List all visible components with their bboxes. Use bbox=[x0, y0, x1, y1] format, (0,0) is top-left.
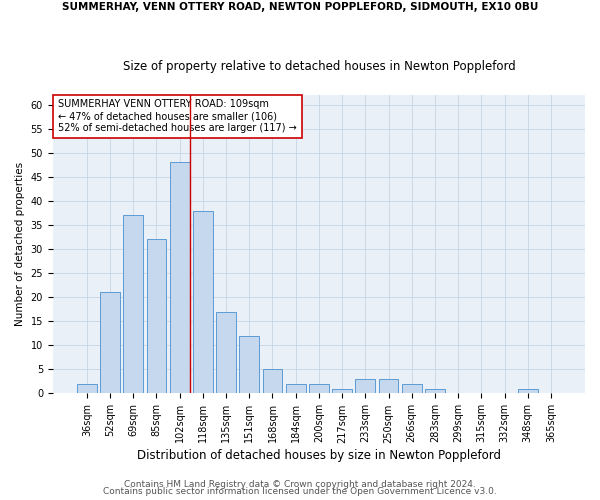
Text: Contains HM Land Registry data © Crown copyright and database right 2024.: Contains HM Land Registry data © Crown c… bbox=[124, 480, 476, 489]
Bar bbox=[518, 388, 538, 394]
Bar bbox=[286, 384, 305, 394]
Text: SUMMERHAY, VENN OTTERY ROAD, NEWTON POPPLEFORD, SIDMOUTH, EX10 0BU: SUMMERHAY, VENN OTTERY ROAD, NEWTON POPP… bbox=[62, 2, 538, 12]
X-axis label: Distribution of detached houses by size in Newton Poppleford: Distribution of detached houses by size … bbox=[137, 450, 501, 462]
Bar bbox=[425, 388, 445, 394]
Bar bbox=[124, 216, 143, 394]
Bar bbox=[216, 312, 236, 394]
Bar bbox=[170, 162, 190, 394]
Y-axis label: Number of detached properties: Number of detached properties bbox=[15, 162, 25, 326]
Bar bbox=[355, 379, 375, 394]
Bar bbox=[379, 379, 398, 394]
Bar bbox=[332, 388, 352, 394]
Bar bbox=[309, 384, 329, 394]
Bar bbox=[77, 384, 97, 394]
Bar bbox=[263, 370, 283, 394]
Bar bbox=[402, 384, 422, 394]
Title: Size of property relative to detached houses in Newton Poppleford: Size of property relative to detached ho… bbox=[122, 60, 515, 73]
Bar bbox=[146, 240, 166, 394]
Text: Contains public sector information licensed under the Open Government Licence v3: Contains public sector information licen… bbox=[103, 487, 497, 496]
Bar bbox=[193, 210, 213, 394]
Bar bbox=[100, 292, 120, 394]
Text: SUMMERHAY VENN OTTERY ROAD: 109sqm
← 47% of detached houses are smaller (106)
52: SUMMERHAY VENN OTTERY ROAD: 109sqm ← 47%… bbox=[58, 100, 297, 132]
Bar bbox=[239, 336, 259, 394]
